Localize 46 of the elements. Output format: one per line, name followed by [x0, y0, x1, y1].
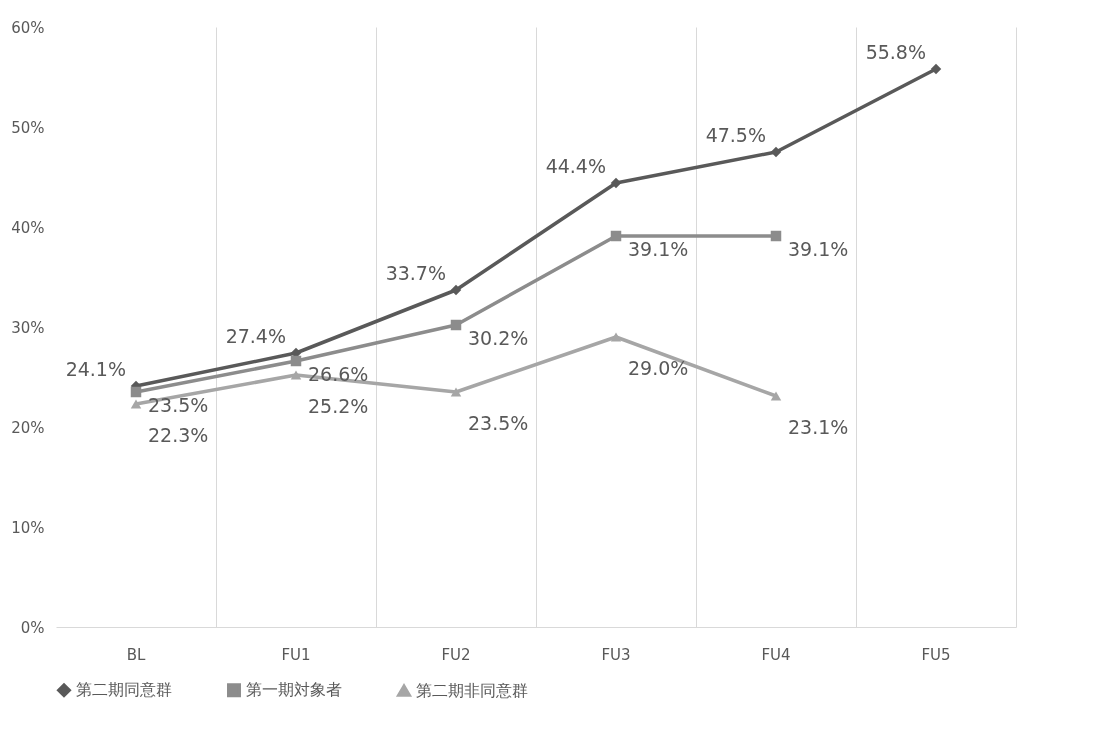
- point: [450, 319, 462, 331]
- y-tick-label: 0%: [20, 618, 45, 637]
- data-label: 39.1%: [628, 238, 689, 260]
- y-tick-label: 30%: [11, 318, 45, 337]
- x-tick-label: FU5: [921, 645, 951, 664]
- legend-label: 第二期同意群: [76, 680, 172, 700]
- y-tick-label: 50%: [11, 118, 45, 137]
- data-label: 47.5%: [705, 124, 766, 146]
- point: [290, 355, 302, 367]
- y-tick-label: 60%: [11, 18, 45, 37]
- data-label: 23.5%: [148, 394, 209, 416]
- data-label: 25.2%: [308, 395, 369, 417]
- y-tick-label: 10%: [11, 518, 45, 537]
- data-label: 23.1%: [788, 416, 849, 438]
- data-label: 22.3%: [148, 424, 209, 446]
- point: [610, 177, 622, 189]
- point: [610, 230, 622, 242]
- data-label: 29.0%: [628, 357, 689, 379]
- point: [770, 391, 782, 401]
- y-tick-label: 20%: [11, 418, 45, 437]
- point: [930, 63, 942, 75]
- data-label: 24.1%: [65, 358, 126, 380]
- point: [130, 399, 142, 409]
- legend-label: 第二期非同意群: [416, 680, 528, 700]
- point: [450, 387, 462, 397]
- data-label: 23.5%: [468, 412, 529, 434]
- y-tick-label: 40%: [11, 218, 45, 237]
- point: [770, 230, 782, 242]
- point: [610, 332, 622, 342]
- x-tick-label: FU4: [761, 645, 791, 664]
- data-label: 27.4%: [225, 325, 286, 347]
- data-label: 26.6%: [308, 363, 369, 385]
- point: [130, 386, 142, 398]
- point: [450, 284, 462, 296]
- data-label: 39.1%: [788, 238, 849, 260]
- legend-label: 第一期対象者: [246, 680, 342, 700]
- x-tick-label: FU1: [281, 645, 311, 664]
- data-label: 55.8%: [865, 41, 926, 63]
- x-tick-label: FU2: [441, 645, 471, 664]
- x-tick-label: FU3: [601, 645, 631, 664]
- point: [290, 370, 302, 380]
- data-label: 33.7%: [385, 262, 446, 284]
- x-tick-label: BL: [126, 645, 146, 664]
- data-label: 44.4%: [545, 155, 606, 177]
- point: [770, 146, 782, 158]
- data-label: 30.2%: [468, 327, 529, 349]
